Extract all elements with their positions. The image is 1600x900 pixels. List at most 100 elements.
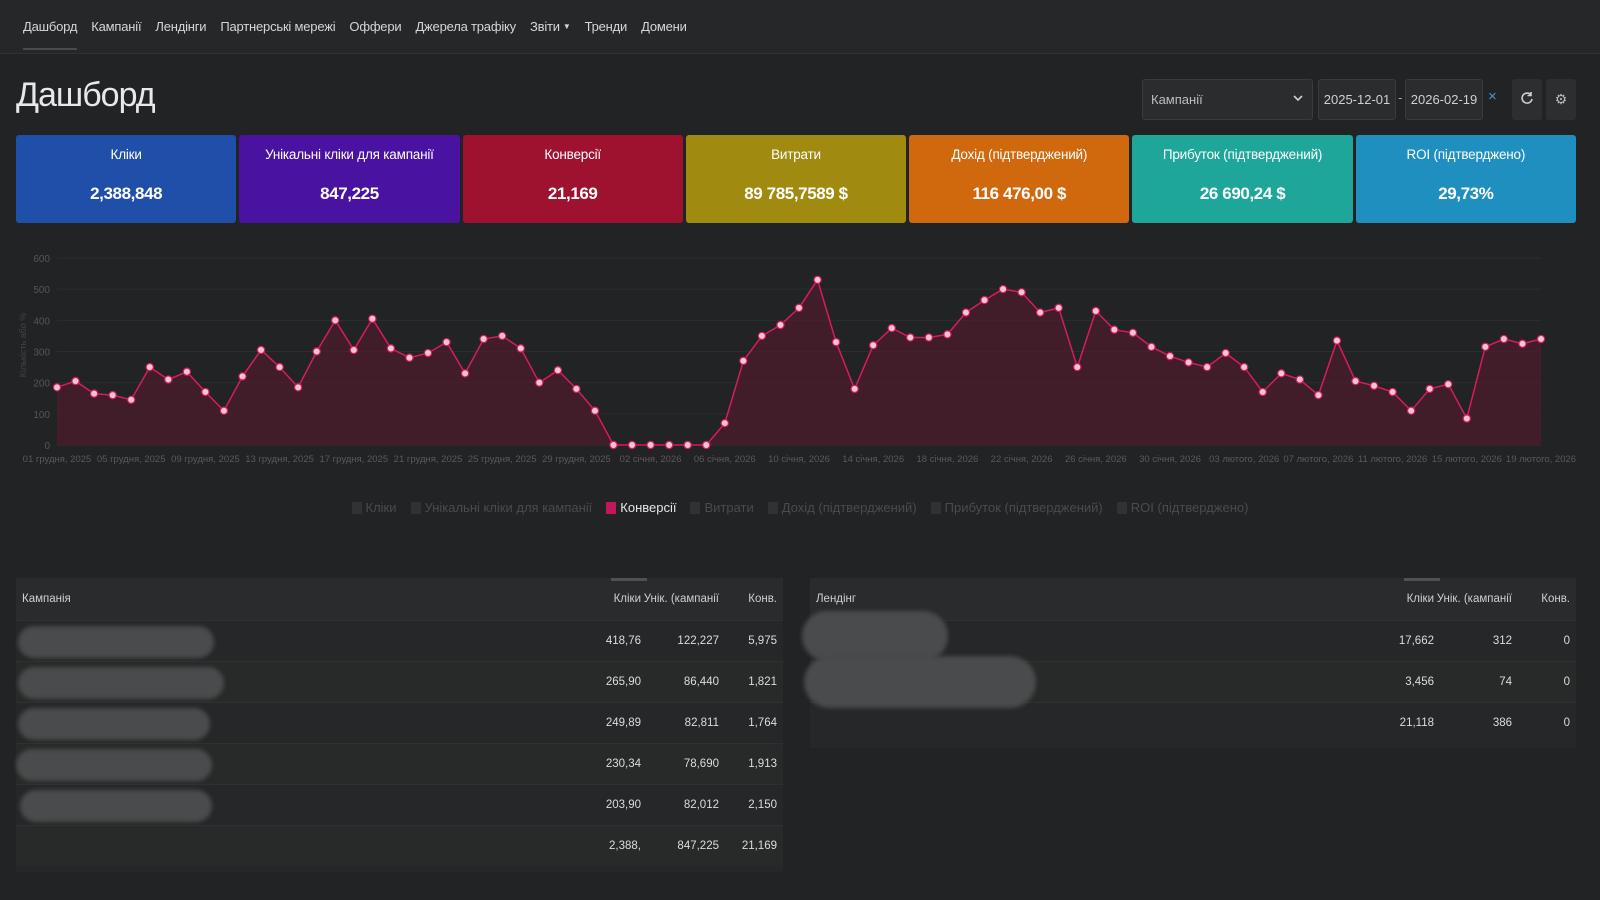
nav-trends[interactable]: Тренди (584, 19, 628, 34)
data-point (1073, 362, 1082, 372)
col-landing[interactable]: Лендінг (816, 593, 857, 605)
legend-item[interactable]: Прибуток (підтверджений) (930, 500, 1103, 515)
data-point (1388, 387, 1397, 397)
data-point (980, 295, 989, 305)
legend-swatch (410, 501, 421, 514)
legend-item[interactable]: Унікальні кліки для кампанії (410, 500, 593, 515)
cell-clicks: 17,662 (1398, 635, 1434, 647)
date-to-input[interactable]: 2026-02-19 (1405, 79, 1483, 120)
nav-domains[interactable]: Домени (641, 19, 687, 34)
x-tick-label: 19 лютого, 2026 (1506, 454, 1576, 465)
legend-label: Конверсії (620, 500, 677, 515)
data-point (850, 384, 859, 394)
nav-reports-label: Звіти (529, 19, 560, 34)
data-point (442, 337, 451, 347)
data-point (646, 440, 655, 450)
date-from-input[interactable]: 2025-12-01 (1318, 79, 1396, 120)
data-point (1017, 288, 1026, 297)
cell-conversions: 1,821 (748, 676, 777, 688)
caret-down-icon: ▼ (562, 22, 571, 31)
data-point (368, 314, 377, 323)
cell-unique: 86,440 (683, 676, 719, 688)
data-point (1332, 336, 1342, 345)
x-tick-label: 01 грудня, 2025 (23, 454, 92, 465)
nav-traffic-sources[interactable]: Джерела трафіку (415, 19, 516, 34)
col-conversions[interactable]: Конв. (748, 593, 777, 605)
data-point (1536, 334, 1546, 344)
top-nav: Дашборд Кампанії Лендінги Партнерські ме… (0, 0, 1600, 54)
nav-reports[interactable]: Звіти ▼ (523, 0, 578, 54)
clear-dates-icon[interactable]: × (1488, 88, 1497, 105)
card-profit: Прибуток (підтверджений) 26 690,24 $ (1132, 135, 1353, 223)
refresh-button[interactable] (1512, 79, 1542, 120)
nav-landings[interactable]: Лендінги (155, 19, 207, 34)
legend-label: Унікальні кліки для кампанії (424, 500, 593, 515)
data-point (553, 365, 563, 375)
table-body: 418,76 122,227 5,975 265,90 86,440 1,821… (16, 620, 783, 866)
settings-button[interactable]: ⚙ (1546, 79, 1576, 120)
legend-swatch (606, 501, 617, 514)
campaigns-table: Кампанія Кліки Унік. (кампанії Конв. 418… (16, 578, 783, 872)
entity-filter-select[interactable]: Кампанії (1142, 79, 1313, 120)
legend-item[interactable]: ROI (підтверджено) (1116, 500, 1248, 515)
x-tick-label: 25 грудня, 2025 (468, 454, 537, 465)
campaign-name-redacted (16, 744, 591, 784)
total-conversions: 0 (1563, 717, 1570, 729)
table-row[interactable]: 3,456 74 0 (804, 656, 1576, 708)
card-value: 26 690,24 $ (1199, 184, 1286, 203)
data-point (331, 316, 340, 325)
date-separator: - (1398, 90, 1403, 105)
legend-item[interactable]: Витрати (690, 500, 754, 515)
cell-clicks: 418,76 (605, 635, 641, 647)
table-row[interactable]: 203,90 82,012 2,150 (16, 784, 783, 825)
data-point (535, 378, 544, 387)
total-unique: 847,225 (677, 840, 719, 852)
legend-swatch (690, 501, 701, 514)
card-value: 21,169 (547, 184, 598, 203)
nav-affiliate-networks[interactable]: Партнерські мережі (220, 19, 336, 34)
nav-campaigns[interactable]: Кампанії (91, 19, 142, 34)
data-point (1239, 362, 1249, 372)
x-tick-label: 07 лютого, 2026 (1283, 454, 1353, 465)
col-campaign[interactable]: Кампанія (22, 593, 71, 605)
cell-unique: 78,690 (683, 758, 719, 770)
x-tick-label: 02 січня, 2026 (620, 454, 682, 465)
data-point (256, 345, 266, 355)
data-point (386, 344, 396, 353)
col-clicks[interactable]: Кліки (613, 593, 641, 605)
legend-item[interactable]: Дохід (підтверджений) (767, 500, 917, 515)
cell-conversions: 2,150 (748, 799, 777, 811)
legend-item[interactable]: Конверсії (606, 500, 676, 515)
data-point (349, 345, 358, 355)
data-point (906, 333, 915, 342)
table-row[interactable]: 249,89 82,811 1,764 (16, 702, 783, 743)
table-row[interactable]: 265,90 86,440 1,821 (16, 661, 783, 702)
table-row[interactable]: 418,76 122,227 5,975 (16, 620, 783, 661)
nav-offers[interactable]: Оффери (349, 19, 402, 34)
data-point (813, 275, 822, 285)
table-row[interactable]: 230,34 78,690 1,913 (16, 743, 783, 784)
data-point (1314, 390, 1323, 400)
campaign-name-redacted (16, 662, 591, 702)
nav-dashboard[interactable]: Дашборд (16, 0, 84, 54)
col-unique[interactable]: Унік. (кампанії (643, 593, 719, 605)
table-row[interactable]: 17,662 312 0 (802, 611, 1576, 661)
x-tick-label: 30 січня, 2026 (1139, 454, 1201, 465)
legend-swatch (1116, 501, 1127, 514)
page-title: Дашборд (16, 76, 156, 114)
data-point (572, 384, 581, 394)
col-conversions[interactable]: Конв. (1541, 593, 1570, 605)
col-unique[interactable]: Унік. (кампанії (1436, 593, 1512, 605)
refresh-icon (1520, 91, 1534, 108)
cell-clicks: 265,90 (605, 676, 641, 688)
col-clicks[interactable]: Кліки (1406, 593, 1434, 605)
data-point (145, 362, 154, 372)
cell-conversions: 0 (1563, 676, 1570, 688)
chevron-down-icon (1292, 92, 1304, 107)
gear-icon: ⚙ (1554, 91, 1568, 107)
cell-unique: 82,811 (684, 717, 719, 729)
legend-item[interactable]: Кліки (351, 500, 397, 515)
data-point (924, 333, 934, 342)
data-point (1351, 376, 1360, 386)
data-point (201, 387, 210, 397)
